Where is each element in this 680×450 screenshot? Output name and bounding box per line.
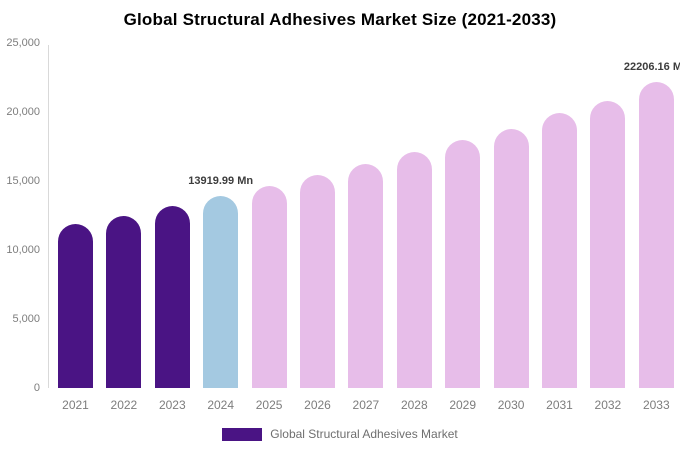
data-label-2033: 22206.16 Mn — [623, 60, 680, 73]
x-tick-label-2022: 2022 — [110, 398, 138, 412]
y-tick-label: 0 — [33, 382, 40, 394]
x-tick-label-2030: 2030 — [497, 398, 525, 412]
legend[interactable]: Global Structural Adhesives Market — [0, 427, 680, 441]
bar-2032[interactable] — [590, 101, 626, 388]
legend-label: Global Structural Adhesives Market — [270, 427, 458, 441]
y-tick-label: 20,000 — [6, 106, 40, 118]
x-tick-label-2029: 2029 — [449, 398, 477, 412]
x-tick-label-2031: 2031 — [546, 398, 573, 412]
bar-2021[interactable] — [58, 224, 93, 388]
bar-2029[interactable] — [445, 140, 481, 388]
y-tick-label: 10,000 — [6, 244, 40, 256]
bar-2023[interactable] — [154, 206, 190, 388]
x-tick-label-2026: 2026 — [304, 398, 331, 412]
x-tick-label-2025: 2025 — [255, 398, 283, 412]
y-tick-label: 15,000 — [6, 175, 40, 187]
x-tick-label-2024: 2024 — [207, 398, 235, 412]
y-tick-label: 5,000 — [12, 313, 40, 325]
bar-2025[interactable] — [251, 186, 287, 388]
y-axis-line — [48, 45, 49, 388]
x-tick-label-2023: 2023 — [158, 398, 186, 412]
legend-swatch — [222, 427, 263, 441]
bar-2027[interactable] — [348, 164, 384, 388]
bar-2030[interactable] — [493, 128, 529, 388]
x-tick-label-2027: 2027 — [352, 398, 380, 412]
bar-2031[interactable] — [542, 113, 577, 388]
y-tick-label: 25,000 — [6, 37, 40, 49]
bar-2022[interactable] — [106, 215, 142, 388]
chart-title: Global Structural Adhesives Market Size … — [123, 10, 557, 29]
bar-2024[interactable] — [203, 195, 239, 388]
data-label-2024: 13919.99 Mn — [188, 174, 254, 187]
bar-2026[interactable] — [300, 175, 335, 388]
x-tick-label-2028: 2028 — [400, 398, 428, 412]
x-tick-label-2033: 2033 — [642, 398, 670, 412]
bar-2033[interactable] — [638, 81, 674, 388]
x-tick-label-2021: 2021 — [62, 398, 89, 412]
x-tick-label-2032: 2032 — [594, 398, 622, 412]
bar-2028[interactable] — [396, 152, 432, 388]
